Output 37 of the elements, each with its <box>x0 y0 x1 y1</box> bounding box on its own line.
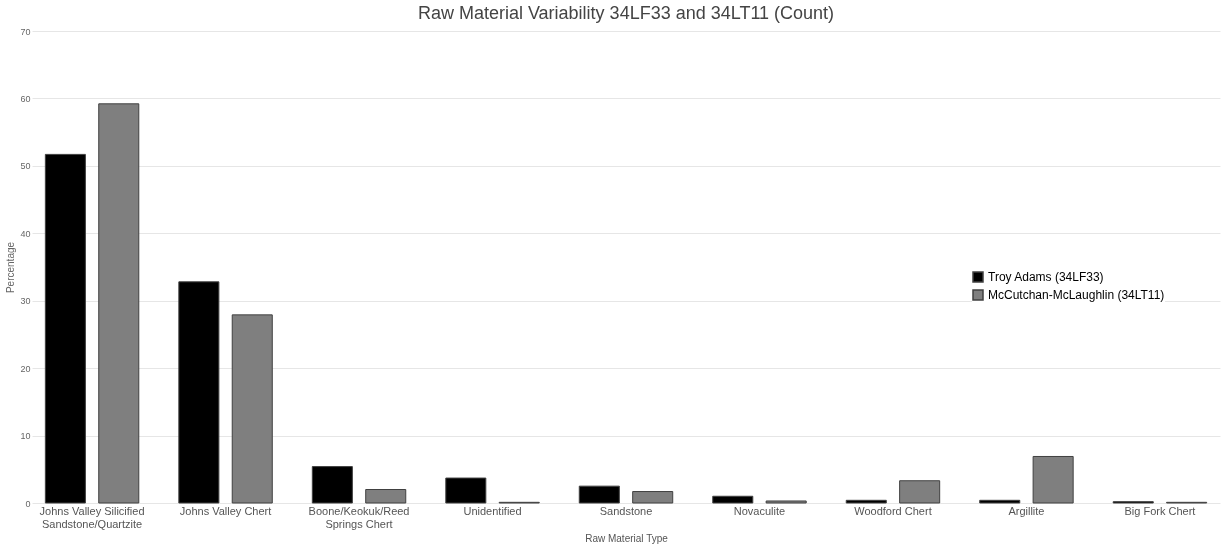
y-tick-label: 10 <box>20 431 31 442</box>
bar <box>445 477 487 504</box>
x-tick-label: Argillite <box>1008 504 1045 517</box>
bar <box>178 281 220 504</box>
bar <box>712 495 754 504</box>
y-tick-label: 0 <box>25 498 31 509</box>
x-tick-label: Novaculite <box>733 504 786 517</box>
x-tick-label: Boone/Keokuk/Reed Springs Chert <box>308 504 410 530</box>
x-tick-label: Unidentified <box>463 504 522 517</box>
x-axis-title: Raw Material Type <box>585 532 669 544</box>
y-tick-label: 20 <box>20 363 31 374</box>
y-tick-label: 60 <box>20 93 31 104</box>
y-axis-title: Percentage <box>5 241 17 294</box>
bar <box>632 491 674 504</box>
bar <box>1032 455 1074 504</box>
bar <box>98 103 140 504</box>
chart-title: Raw Material Variability 34LF33 and 34LT11 (Count) <box>417 3 835 23</box>
bar <box>899 480 941 504</box>
x-tick-label: Johns Valley Silicified Sandstone/Quartzite <box>39 504 145 530</box>
x-tick-label: Big Fork Chert <box>1124 504 1196 517</box>
bar <box>231 314 273 504</box>
y-tick-label: 70 <box>20 26 31 37</box>
x-tick-label: Sandstone <box>599 504 653 517</box>
y-tick-label: 50 <box>20 161 31 172</box>
y-tick-label: 40 <box>20 228 31 239</box>
bar <box>845 499 887 504</box>
legend-label: Troy Adams (34LF33) <box>988 270 1104 284</box>
bar <box>979 499 1021 504</box>
x-tick-label: Woodford Chert <box>854 504 932 517</box>
bar <box>578 485 620 504</box>
y-tick-label: 30 <box>20 296 31 307</box>
x-tick-label: Johns Valley Chert <box>179 504 272 517</box>
bar <box>765 500 807 504</box>
bar <box>44 153 86 504</box>
bar <box>365 489 407 504</box>
legend-label: McCutchan-McLaughlin (34LT11) <box>988 288 1165 302</box>
bar <box>311 466 353 504</box>
